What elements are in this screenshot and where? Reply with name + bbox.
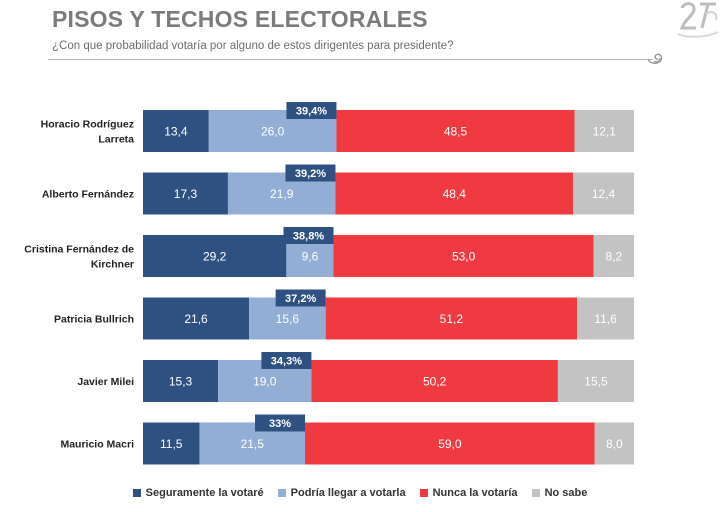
category-label: Horacio Rodríguez Larreta (41, 119, 134, 146)
ceiling-badge (283, 227, 334, 244)
legend-label: Nunca la votaría (432, 487, 518, 499)
data-label: 12,1 (593, 125, 617, 139)
data-label: 11,6 (594, 312, 617, 326)
bar-segment (557, 360, 634, 402)
title-divider (48, 59, 653, 60)
ceiling-label: 34,3% (271, 356, 302, 368)
ceiling-badge (286, 102, 337, 119)
category-label: Mauricio Macri (60, 439, 134, 451)
legend-swatch (277, 489, 286, 497)
ceiling-badge (255, 414, 306, 432)
category-label-line: Horacio Rodríguez (41, 119, 134, 131)
data-label: 15,3 (169, 375, 193, 389)
legend-item: Seguramente la votaré (132, 487, 264, 499)
ceiling-label: 37,2% (285, 293, 316, 305)
category-label-line: Alberto Fernández (42, 189, 134, 201)
legend-swatch (132, 489, 141, 497)
bar-segment (336, 110, 575, 152)
bar-segment (311, 360, 558, 402)
bar-segment (143, 110, 209, 152)
data-label: 8,0 (606, 437, 623, 451)
bar-segment (143, 360, 219, 402)
legend-label: Seguramente la votaré (145, 487, 264, 499)
swirl-ornament-icon (647, 53, 663, 64)
data-label: 21,6 (184, 312, 208, 326)
ceiling-badge (261, 352, 312, 369)
data-label: 53,0 (452, 250, 476, 264)
data-label: 21,9 (270, 187, 294, 201)
bar-segment (593, 235, 634, 277)
ceiling-badge (285, 164, 336, 182)
category-label-line: Larreta (98, 134, 134, 146)
stacked-bar-chart: Horacio Rodríguez Larreta 13,4 26,0 48,5 12,1… (24, 102, 634, 465)
legend-swatch (531, 489, 540, 497)
legend-item: No sabe (531, 487, 588, 499)
data-label: 15,6 (276, 312, 300, 326)
category-label-line: Kirchner (91, 259, 134, 271)
category-label: Patricia Bullrich (54, 314, 134, 326)
bar-segment (594, 422, 634, 465)
data-label: 19,0 (253, 375, 277, 389)
data-label: 26,0 (261, 125, 285, 139)
data-label: 17,3 (174, 187, 198, 201)
bar-segment (325, 297, 578, 340)
data-label: 21,5 (241, 437, 265, 451)
bar-segment (143, 297, 250, 340)
bar-segment (574, 110, 634, 152)
bar-segment (143, 235, 287, 277)
bar-segment (305, 422, 595, 465)
data-label: 50,2 (423, 375, 447, 389)
data-label: 48,4 (443, 187, 467, 201)
data-label: 9,6 (302, 250, 319, 264)
category-label: Alberto Fernández (42, 189, 134, 201)
ceiling-label: 39,2% (295, 168, 326, 180)
data-label: 51,2 (440, 312, 464, 326)
data-label: 13,4 (164, 125, 188, 139)
ceiling-label: 33% (269, 418, 291, 430)
legend-label: No sabe (544, 487, 588, 499)
data-label: 29,2 (203, 250, 227, 264)
data-label: 48,5 (444, 125, 468, 139)
category-label-line: Javier Milei (77, 376, 134, 388)
chart-subtitle: ¿Con que probabilidad votaría por alguno… (52, 40, 454, 52)
category-label-line: Cristina Fernández de (24, 244, 134, 256)
bar-segment (335, 172, 574, 215)
data-label: 8,2 (606, 250, 623, 264)
legend-swatch (419, 489, 428, 497)
bar-segment (573, 172, 634, 215)
category-label-line: Patricia Bullrich (54, 314, 134, 326)
category-label: Cristina Fernández de Kirchner (24, 244, 134, 271)
chart-legend: Seguramente la votaré Podría llegar a vot… (0, 487, 720, 499)
legend-label: Podría llegar a votarla (290, 487, 406, 499)
legend-item: Nunca la votaría (419, 487, 518, 499)
data-label: 11,5 (160, 437, 183, 451)
data-label: 15,5 (584, 375, 608, 389)
category-label: Javier Milei (77, 376, 134, 388)
chart-title: PISOS Y TECHOS ELECTORALES (52, 6, 428, 32)
bar-segment (333, 235, 594, 277)
data-label: 59,0 (438, 437, 462, 451)
brand-logo-icon (677, 2, 719, 38)
bar-segment (577, 297, 634, 340)
bar-segment (143, 422, 200, 465)
legend-item: Podría llegar a votarla (277, 487, 406, 499)
ceiling-label: 39,4% (296, 106, 327, 118)
ceiling-badge (275, 289, 326, 307)
category-label-line: Mauricio Macri (60, 439, 134, 451)
bar-segment (143, 172, 228, 215)
data-label: 12,4 (592, 187, 616, 201)
ceiling-label: 38,8% (293, 231, 324, 243)
